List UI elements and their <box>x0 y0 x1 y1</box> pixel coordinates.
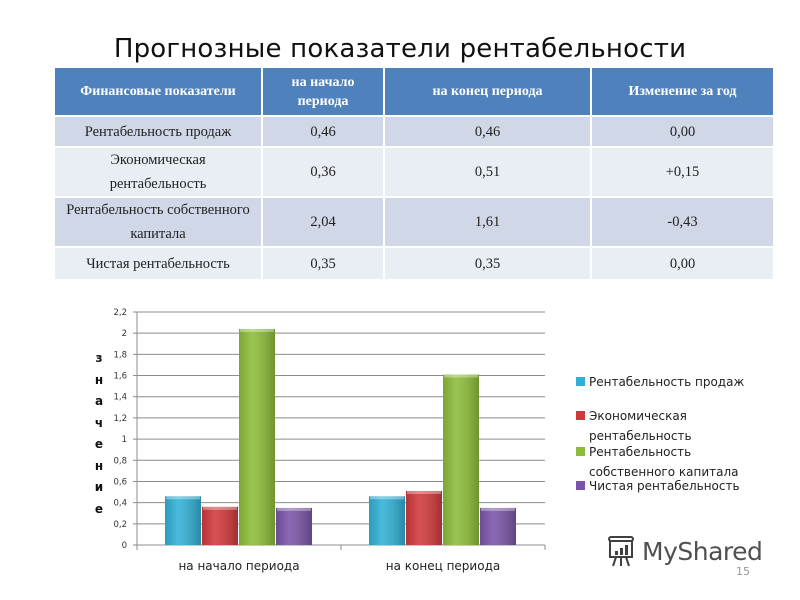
bar <box>202 506 238 545</box>
header-start: на начало периода <box>262 68 385 116</box>
legend-item: Рентабельность продаж <box>576 372 776 392</box>
cell: 0,00 <box>591 246 773 279</box>
header-end: на конец периода <box>384 68 592 116</box>
y-tick-label: 0,8 <box>113 456 127 466</box>
legend-label: Рентабельность собственного капитала <box>589 445 739 479</box>
y-tick-label: 0,4 <box>113 499 127 509</box>
y-tick-label: 0,6 <box>113 477 127 487</box>
y-tick-label: 0,2 <box>113 520 127 530</box>
bar <box>369 496 405 545</box>
cell: +0,15 <box>591 146 773 197</box>
cell: 0,00 <box>591 115 773 147</box>
bar <box>239 328 275 545</box>
y-tick-label: 1,4 <box>113 393 127 403</box>
slide-title: Прогнозные показатели рентабельности <box>113 34 687 64</box>
y-tick-label: 2 <box>122 329 127 339</box>
cell: 0,51 <box>384 146 592 197</box>
watermark-text: MyShared <box>642 536 763 566</box>
cell: 0,46 <box>262 115 385 147</box>
cell: 2,04 <box>262 196 385 247</box>
cell: Чистая рентабельность <box>55 246 263 279</box>
header-change: Изменение за год <box>591 68 773 116</box>
cell: Экономическая рентабельность <box>55 146 263 197</box>
y-tick-label: 1 <box>122 435 127 445</box>
bar <box>276 507 312 545</box>
table-header-row: Финансовые показатели на начало периода … <box>55 68 773 116</box>
page-number: 15 <box>736 565 750 578</box>
table-row: Экономическая рентабельность 0,36 0,51 +… <box>55 146 773 197</box>
cell: 0,35 <box>262 246 385 279</box>
table-row: Рентабельность продаж 0,46 0,46 0,00 <box>55 115 773 147</box>
legend-swatch <box>576 377 585 386</box>
legend-item: Чистая рентабельность <box>576 476 776 496</box>
bar <box>165 496 201 545</box>
y-tick-label: 1,2 <box>113 414 127 424</box>
cell: 0,35 <box>384 246 592 279</box>
bar <box>480 507 516 545</box>
header-indicators: Финансовые показатели <box>55 68 263 116</box>
legend-swatch <box>576 481 585 490</box>
financial-table: Финансовые показатели на начало периода … <box>55 68 773 279</box>
cell: Рентабельность собственного капитала <box>55 196 263 247</box>
x-axis-labels: на начало периода на конец периода <box>178 559 500 573</box>
table-row: Рентабельность собственного капитала 2,0… <box>55 196 773 247</box>
bar <box>406 490 442 545</box>
x-category-label: на начало периода <box>178 559 299 573</box>
bars <box>165 328 516 545</box>
presentation-board-icon <box>608 536 634 567</box>
cell: -0,43 <box>591 196 773 247</box>
y-tick-label: 0 <box>122 541 127 551</box>
y-tick-label: 2,2 <box>113 308 127 318</box>
bar <box>443 374 479 545</box>
legend-label: Рентабельность продаж <box>589 375 745 389</box>
legend-label: Экономическая рентабельность <box>589 409 692 443</box>
cell: 1,61 <box>384 196 592 247</box>
legend-swatch <box>576 447 585 456</box>
legend-item: Рентабельность собственного капитала <box>576 442 776 482</box>
legend-label: Чистая рентабельность <box>589 479 740 493</box>
cell: 0,36 <box>262 146 385 197</box>
y-tick-label: 1,8 <box>113 350 127 360</box>
myshared-logo: MyShared <box>606 534 763 568</box>
legend-item: Экономическая рентабельность <box>576 406 776 446</box>
cell: Рентабельность продаж <box>55 115 263 147</box>
cell: 0,46 <box>384 115 592 147</box>
y-tick-label: 1,6 <box>113 372 127 382</box>
table-row: Чистая рентабельность 0,35 0,35 0,00 <box>55 246 773 279</box>
y-axis-ticks: 0 0,2 0,4 0,6 0,8 1 1,2 1,4 1,6 1,8 2 2,2 <box>113 308 127 551</box>
legend-swatch <box>576 411 585 420</box>
x-category-label: на конец периода <box>386 559 500 573</box>
